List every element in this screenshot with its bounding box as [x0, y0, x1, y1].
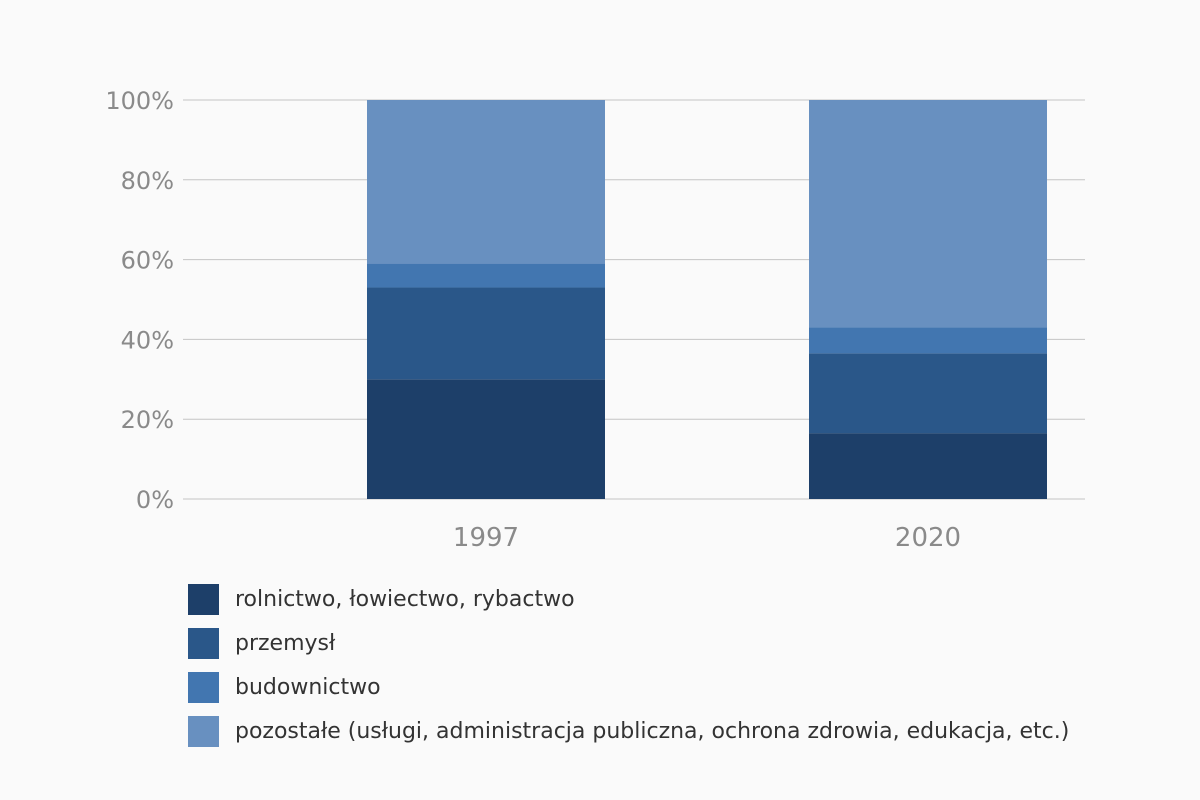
bar-segment [809, 327, 1047, 354]
y-tick-label: 0% [136, 486, 174, 514]
x-axis-category-labels: 1997 2020 [453, 523, 961, 553]
y-tick-label: 40% [121, 326, 174, 354]
legend-item: pozostałe (usługi, administracja publicz… [188, 709, 1168, 753]
legend-item: przemysł [188, 621, 1168, 665]
legend-swatch [188, 715, 219, 747]
bar-segment [809, 353, 1047, 434]
bars [367, 100, 1047, 499]
bar-segment [367, 263, 605, 288]
bar-segment [367, 287, 605, 380]
y-axis-tick-labels: 0% 20% 40% 60% 80% 100% [105, 87, 174, 514]
legend-label: rolnictwo, łowiectwo, rybactwo [235, 586, 575, 612]
legend-label: przemysł [235, 630, 336, 656]
legend-label: pozostałe (usługi, administracja publicz… [235, 718, 1070, 744]
legend-swatch [188, 627, 219, 659]
legend-swatch [188, 671, 219, 703]
y-tick-label: 100% [105, 87, 174, 115]
legend: rolnictwo, łowiectwo, rybactwo przemysł bu… [188, 577, 1168, 753]
bar-segment [809, 433, 1047, 499]
legend-item: rolnictwo, łowiectwo, rybactwo [188, 577, 1168, 621]
bar-segment [809, 100, 1047, 328]
legend-label: budownictwo [235, 674, 381, 700]
y-tick-label: 20% [121, 406, 174, 434]
y-tick-label: 60% [121, 247, 174, 275]
bar-segment [367, 379, 605, 499]
x-category-label: 2020 [895, 523, 961, 553]
legend-item: budownictwo [188, 665, 1168, 709]
legend-swatch [188, 583, 219, 615]
bar-segment [367, 100, 605, 264]
y-tick-label: 80% [121, 167, 174, 195]
x-category-label: 1997 [453, 523, 519, 553]
